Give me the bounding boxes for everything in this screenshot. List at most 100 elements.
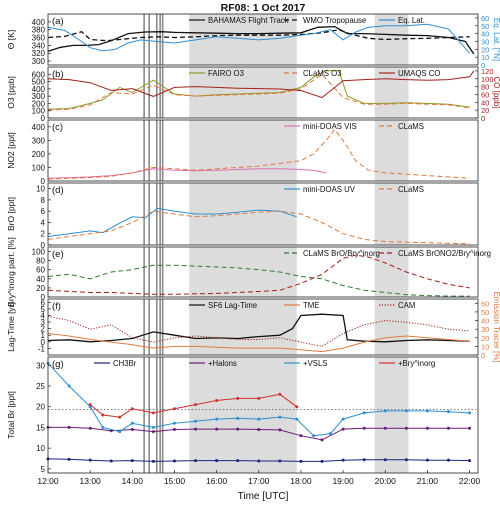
- y-right-tick-label: 20: [481, 45, 489, 54]
- legend: mini-DOAS UV CLaMS: [284, 185, 424, 194]
- data-point-vsls-6: [151, 425, 155, 429]
- x-axis-label: Time [UTC]: [238, 491, 289, 502]
- y-tick-label: 360: [32, 34, 46, 43]
- y-tick-label: 10: [36, 444, 45, 453]
- data-point-halons-19: [446, 426, 450, 430]
- y-tick-label: 300: [32, 92, 46, 101]
- y-tick-label: 6: [41, 207, 46, 216]
- series-line-umaqs-co: [47, 70, 475, 99]
- y-tick-label: 0: [41, 293, 46, 302]
- data-point-ch3br-18: [425, 458, 429, 462]
- y-tick-label: 340: [32, 41, 46, 50]
- x-tick-label: 19:00: [332, 476, 354, 486]
- data-point-halons-12: [299, 434, 303, 438]
- y-axis-label: Bry^inorg part. [%]: [6, 237, 16, 307]
- data-point-halons-11: [278, 428, 282, 432]
- x-tick-label: 20:00: [375, 476, 397, 486]
- data-point-vsls-18: [383, 409, 387, 413]
- y-right-tick-label: 30: [481, 37, 489, 46]
- data-point-bry-inorg-3: [130, 407, 134, 411]
- shaded-interval-0: [189, 120, 297, 181]
- legend: mini-DOAS VIS CLaMS: [284, 122, 424, 131]
- data-point-vsls-3: [101, 425, 105, 429]
- y-right-axis-label: CO [ppb]: [492, 76, 500, 108]
- y-right-tick-label: 0: [481, 61, 485, 70]
- series-line-eq-lat: [47, 23, 470, 54]
- shaded-interval-1: [374, 247, 409, 297]
- legend-label-tme: TME: [303, 301, 319, 310]
- y-right-tick-label: 60: [481, 14, 489, 23]
- data-point-vsls-22: [468, 411, 472, 415]
- x-tick-label: 21:00: [417, 476, 439, 486]
- data-point-vsls-14: [312, 434, 316, 438]
- data-point-bry-inorg-11: [295, 405, 299, 409]
- y-right-tick-label: 60: [481, 90, 489, 99]
- y-tick-label: 15: [36, 423, 45, 432]
- y-axis-label: O3 [ppb]: [6, 76, 16, 109]
- data-point-vsls-7: [172, 421, 176, 425]
- y-right-tick-label: 20: [481, 334, 489, 343]
- legend: FAIRO O3 CLaMS O3 UMAQS CO: [189, 69, 440, 78]
- y-right-tick-label: 20: [481, 106, 489, 115]
- panel-label: (e): [52, 249, 64, 260]
- legend: BAHAMAS Flight Track WMO Tropopause Eq. La…: [189, 16, 425, 25]
- data-point-ch3br-6: [172, 459, 176, 463]
- data-point-ch3br-3: [109, 459, 113, 463]
- data-point-halons-9: [236, 427, 240, 431]
- data-point-ch3br-16: [383, 458, 387, 462]
- legend-label-halons: +Halons: [208, 359, 237, 368]
- y-tick-label: 200: [32, 150, 46, 159]
- y-tick-label: 4: [41, 218, 46, 227]
- data-point-bry-inorg-8: [236, 396, 240, 400]
- data-point-vsls-13: [295, 417, 299, 421]
- y-axis-label: NO2 [ppt]: [6, 132, 16, 168]
- x-tick-label: 15:00: [164, 476, 186, 486]
- data-point-vsls-1: [67, 384, 71, 388]
- y-tick-label: 0: [41, 114, 46, 123]
- y-right-tick-label: 10: [481, 53, 489, 62]
- y-axis-label: Θ [K]: [6, 30, 16, 49]
- y-tick-label: -1: [38, 344, 46, 353]
- data-point-vsls-10: [236, 416, 240, 420]
- y-axis-label: BrO [ppt]: [6, 197, 16, 231]
- data-point-ch3br-15: [362, 458, 366, 462]
- panel-label: (a): [52, 16, 64, 27]
- data-point-bry-inorg-7: [215, 399, 219, 402]
- y-right-axis-label: Emission Tracer [%]: [492, 291, 500, 362]
- shaded-interval-0: [189, 357, 297, 473]
- panel-frame: [47, 298, 479, 356]
- y-tick-label: 0: [41, 338, 46, 347]
- y-tick-label: 4: [41, 311, 46, 320]
- y-tick-label: 400: [32, 18, 46, 27]
- shaded-interval-1: [374, 299, 409, 355]
- legend-label-fairo-o3: FAIRO O3: [208, 69, 244, 78]
- y-tick-label: 10: [36, 185, 45, 194]
- y-tick-label: 0: [41, 177, 46, 186]
- y-tick-label: 320: [32, 49, 46, 58]
- legend-label-ch3br: CH3Br: [113, 359, 137, 368]
- panel-frame: [47, 246, 479, 298]
- data-point-ch3br-5: [151, 459, 155, 463]
- shaded-interval-1: [374, 183, 409, 245]
- data-point-ch3br-7: [194, 459, 198, 463]
- data-point-ch3br-14: [341, 458, 345, 462]
- y-right-tick-label: 50: [481, 22, 489, 31]
- y-right-tick-label: 40: [481, 30, 489, 39]
- y-tick-label: 100: [32, 107, 46, 116]
- data-point-ch3br-20: [468, 459, 472, 463]
- panel-frame: [47, 13, 479, 66]
- data-point-halons-6: [172, 428, 176, 431]
- data-point-ch3br-1: [67, 457, 71, 461]
- y-tick-label: 5: [41, 305, 46, 314]
- series-line-mini-doas-vis: [47, 168, 327, 179]
- data-point-ch3br-4: [130, 459, 134, 463]
- legend-label-clams: CLaMS: [398, 122, 424, 131]
- legend-label-sf6-lag-time: SF6 Lag-Time: [208, 301, 257, 310]
- data-point-bry-inorg-1: [101, 413, 105, 417]
- data-point-halons-20: [468, 426, 472, 430]
- y-tick-label: 0: [41, 241, 46, 250]
- series-line-mini-doas-uv: [47, 207, 297, 237]
